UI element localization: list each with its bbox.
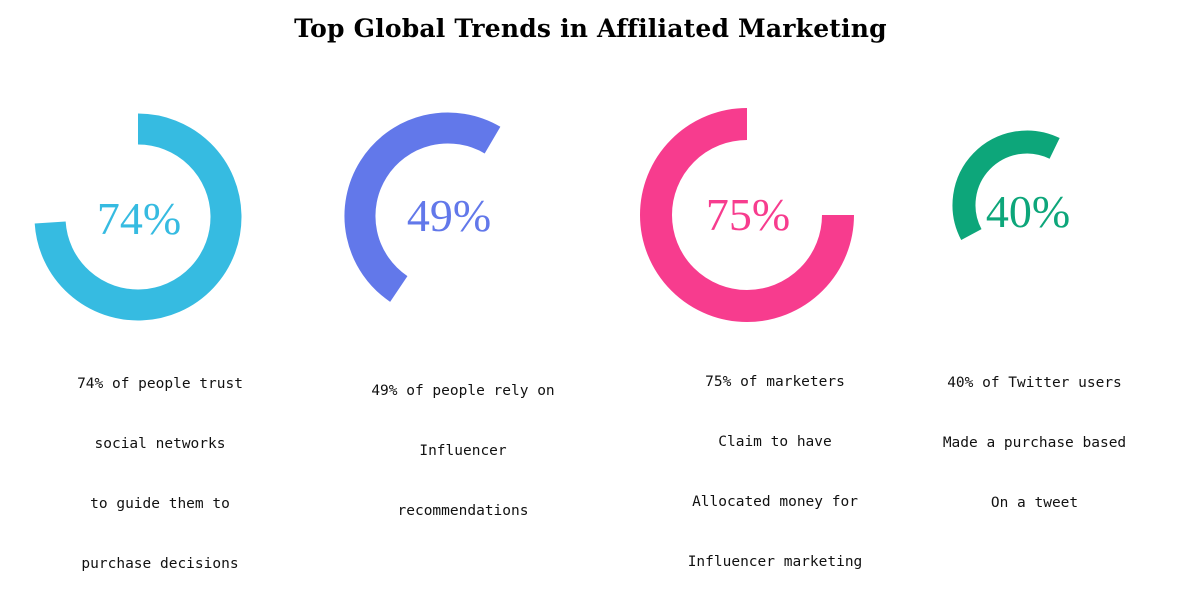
caption-3-line-2: Claim to have <box>718 434 832 450</box>
progress-ring-1 <box>34 113 242 321</box>
caption-1-line-2: social networks <box>94 436 226 452</box>
percent-label-3: 75% <box>706 189 790 240</box>
caption-2: 49% of people rely on Influencer recomme… <box>343 341 583 541</box>
caption-4: 40% of Twitter users Made a purchase bas… <box>912 333 1157 533</box>
progress-ring-2 <box>344 112 501 302</box>
caption-1-line-4: purchase decisions <box>81 556 239 572</box>
caption-3-line-3: Allocated money for <box>692 494 858 510</box>
caption-2-line-1: 49% of people rely on <box>371 383 555 399</box>
radial-progress-chart: 74% 49% 75% 40% <box>34 108 1070 322</box>
caption-2-line-3: recommendations <box>397 503 529 519</box>
caption-3: 75% of marketers Claim to have Allocated… <box>660 332 890 592</box>
caption-1: 74% of people trust social networks to g… <box>50 334 270 594</box>
caption-4-line-3: On a tweet <box>990 495 1079 511</box>
caption-1-line-3: to guide them to <box>90 496 230 512</box>
caption-2-line-2: Influencer <box>419 443 507 459</box>
chart-title: Top Global Trends in Affiliated Marketin… <box>294 14 887 43</box>
percent-label-2: 49% <box>407 190 491 241</box>
percent-label-4: 40% <box>986 186 1070 237</box>
progress-ring-4 <box>952 130 1060 240</box>
caption-1-line-1: 74% of people trust <box>77 376 243 392</box>
progress-ring-3 <box>640 108 854 322</box>
caption-4-line-1: 40% of Twitter users <box>947 375 1122 391</box>
caption-3-line-1: 75% of marketers <box>705 374 845 390</box>
percent-label-1: 74% <box>97 193 181 244</box>
caption-4-line-2: Made a purchase based <box>942 435 1127 451</box>
caption-3-line-4: Influencer marketing <box>687 554 863 570</box>
